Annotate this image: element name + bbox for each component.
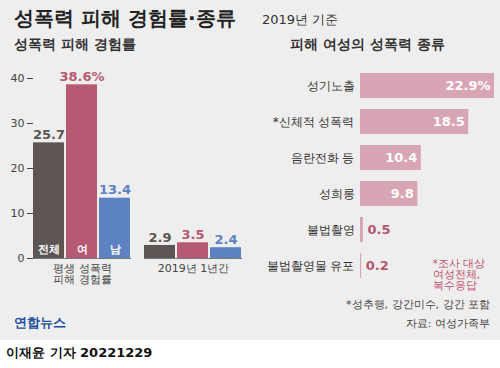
svg-text:*조사 대상여성전체,복수응답: *조사 대상여성전체,복수응답 (433, 257, 486, 292)
html-text:성폭력 피해 경험률·종류: 성폭력 피해 경험률·종류 (14, 6, 236, 30)
svg-text:불법촬영: 불법촬영 (307, 223, 355, 237)
svg-text:0.5: 0.5 (367, 222, 390, 237)
svg-text:10: 10 (11, 207, 25, 220)
html-text:이재윤 기자 20221229: 이재윤 기자 20221229 (6, 345, 153, 360)
svg-text:2.9: 2.9 (148, 230, 171, 245)
svg-text:0: 0 (18, 252, 25, 265)
svg-text:성희롱: 성희롱 (319, 187, 355, 201)
svg-text:20: 20 (11, 162, 25, 175)
html-text:연합뉴스: 연합뉴스 (14, 315, 66, 330)
svg-text:불법촬영물 유포: 불법촬영물 유포 (267, 259, 355, 273)
svg-text:38.6%: 38.6% (59, 69, 104, 84)
svg-text:3.5: 3.5 (181, 227, 204, 242)
html-text:성폭력 피해 경험률: 성폭력 피해 경험률 (14, 36, 136, 52)
svg-text:30: 30 (11, 117, 25, 130)
html-text:*성추행, 강간미수, 강간 포함: *성추행, 강간미수, 강간 포함 (346, 298, 490, 311)
svg-text:남: 남 (110, 243, 121, 256)
svg-text:2.4: 2.4 (214, 232, 237, 247)
svg-text:40: 40 (11, 72, 25, 85)
svg-text:성기노출: 성기노출 (307, 79, 355, 93)
svg-text:2019년 1년간: 2019년 1년간 (158, 262, 230, 275)
svg-text:22.9%: 22.9% (445, 78, 490, 93)
svg-text:10.4: 10.4 (385, 150, 417, 165)
svg-text:25.7: 25.7 (33, 127, 65, 142)
html-text:피해 여성의 성폭력 종류: 피해 여성의 성폭력 종류 (290, 36, 445, 52)
svg-text:*신체적 성폭력: *신체적 성폭력 (273, 115, 355, 129)
svg-text:평생 성폭력피해 경험률: 평생 성폭력피해 경험률 (53, 262, 112, 286)
svg-text:음란전화 등: 음란전화 등 (291, 151, 355, 165)
svg-text:9.8: 9.8 (391, 186, 414, 201)
svg-text:여: 여 (77, 243, 88, 256)
html-text:2019년 기준: 2019년 기준 (262, 12, 339, 27)
svg-text:18.5: 18.5 (433, 114, 465, 129)
svg-text:전체: 전체 (38, 243, 60, 256)
svg-text:0.2: 0.2 (366, 258, 389, 273)
html-text:자료: 여성가족부: 자료: 여성가족부 (405, 317, 490, 330)
svg-text:13.4: 13.4 (99, 182, 131, 197)
